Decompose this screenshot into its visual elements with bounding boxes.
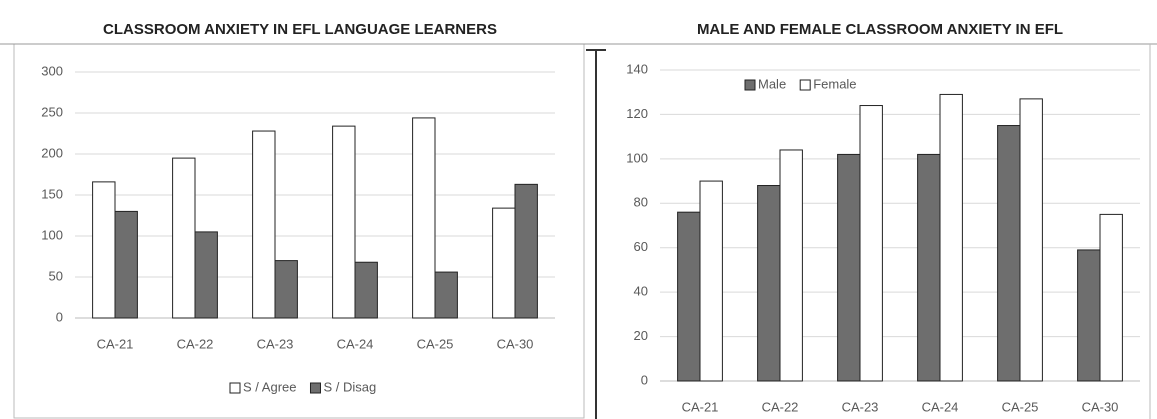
bar bbox=[194, 231, 218, 319]
bar bbox=[354, 261, 378, 319]
legend-swatch bbox=[799, 79, 811, 91]
bar bbox=[412, 117, 436, 319]
bar bbox=[699, 180, 723, 382]
bar bbox=[1019, 98, 1043, 382]
y-tick-label: 20 bbox=[634, 328, 648, 343]
bar bbox=[757, 185, 781, 382]
bar bbox=[917, 153, 941, 382]
bar bbox=[252, 130, 276, 319]
x-tick-label: CA-24 bbox=[922, 399, 959, 414]
y-tick-label: 250 bbox=[41, 104, 63, 119]
bar bbox=[859, 105, 883, 382]
x-tick-label: CA-23 bbox=[257, 336, 294, 351]
legend-label: Male bbox=[758, 76, 786, 91]
legend-label: S / Disag bbox=[323, 379, 376, 394]
y-tick-label: 300 bbox=[41, 63, 63, 78]
y-tick-label: 140 bbox=[626, 61, 648, 76]
x-tick-label: CA-23 bbox=[842, 399, 879, 414]
x-tick-label: CA-25 bbox=[1002, 399, 1039, 414]
bar bbox=[492, 207, 516, 319]
legend-swatch bbox=[744, 79, 756, 91]
legend-swatch bbox=[309, 382, 321, 394]
bar bbox=[677, 211, 701, 382]
x-tick-label: CA-21 bbox=[682, 399, 719, 414]
bar bbox=[332, 125, 356, 319]
x-tick-label: CA-25 bbox=[417, 336, 454, 351]
x-tick-label: CA-30 bbox=[497, 336, 534, 351]
x-tick-label: CA-22 bbox=[762, 399, 799, 414]
bar bbox=[434, 271, 458, 319]
y-tick-label: 40 bbox=[634, 284, 648, 299]
y-tick-label: 0 bbox=[641, 372, 648, 387]
bar bbox=[837, 153, 861, 382]
bar bbox=[1077, 249, 1101, 382]
y-tick-label: 150 bbox=[41, 186, 63, 201]
y-tick-label: 60 bbox=[634, 239, 648, 254]
bar bbox=[114, 210, 138, 319]
y-tick-label: 200 bbox=[41, 145, 63, 160]
legend-label: Female bbox=[813, 76, 856, 91]
x-tick-label: CA-24 bbox=[337, 336, 374, 351]
x-tick-label: CA-30 bbox=[1082, 399, 1119, 414]
bar bbox=[939, 93, 963, 382]
x-tick-label: CA-22 bbox=[177, 336, 214, 351]
bar bbox=[172, 157, 196, 319]
bar bbox=[514, 183, 538, 319]
bar bbox=[274, 260, 298, 319]
y-tick-label: 50 bbox=[49, 268, 63, 283]
x-tick-label: CA-21 bbox=[97, 336, 134, 351]
bar bbox=[779, 149, 803, 382]
y-tick-label: 100 bbox=[626, 150, 648, 165]
bar bbox=[997, 125, 1021, 382]
y-tick-label: 80 bbox=[634, 195, 648, 210]
bar bbox=[92, 181, 116, 319]
chart-title: MALE AND FEMALE CLASSROOM ANXIETY IN EFL bbox=[697, 21, 1063, 38]
y-tick-label: 100 bbox=[41, 227, 63, 242]
y-tick-label: 120 bbox=[626, 106, 648, 121]
bar bbox=[1099, 213, 1123, 382]
y-tick-label: 0 bbox=[56, 309, 63, 324]
legend-label: S / Agree bbox=[243, 379, 296, 394]
legend-swatch bbox=[229, 382, 241, 394]
chart-title: CLASSROOM ANXIETY IN EFL LANGUAGE LEARNE… bbox=[103, 21, 497, 38]
